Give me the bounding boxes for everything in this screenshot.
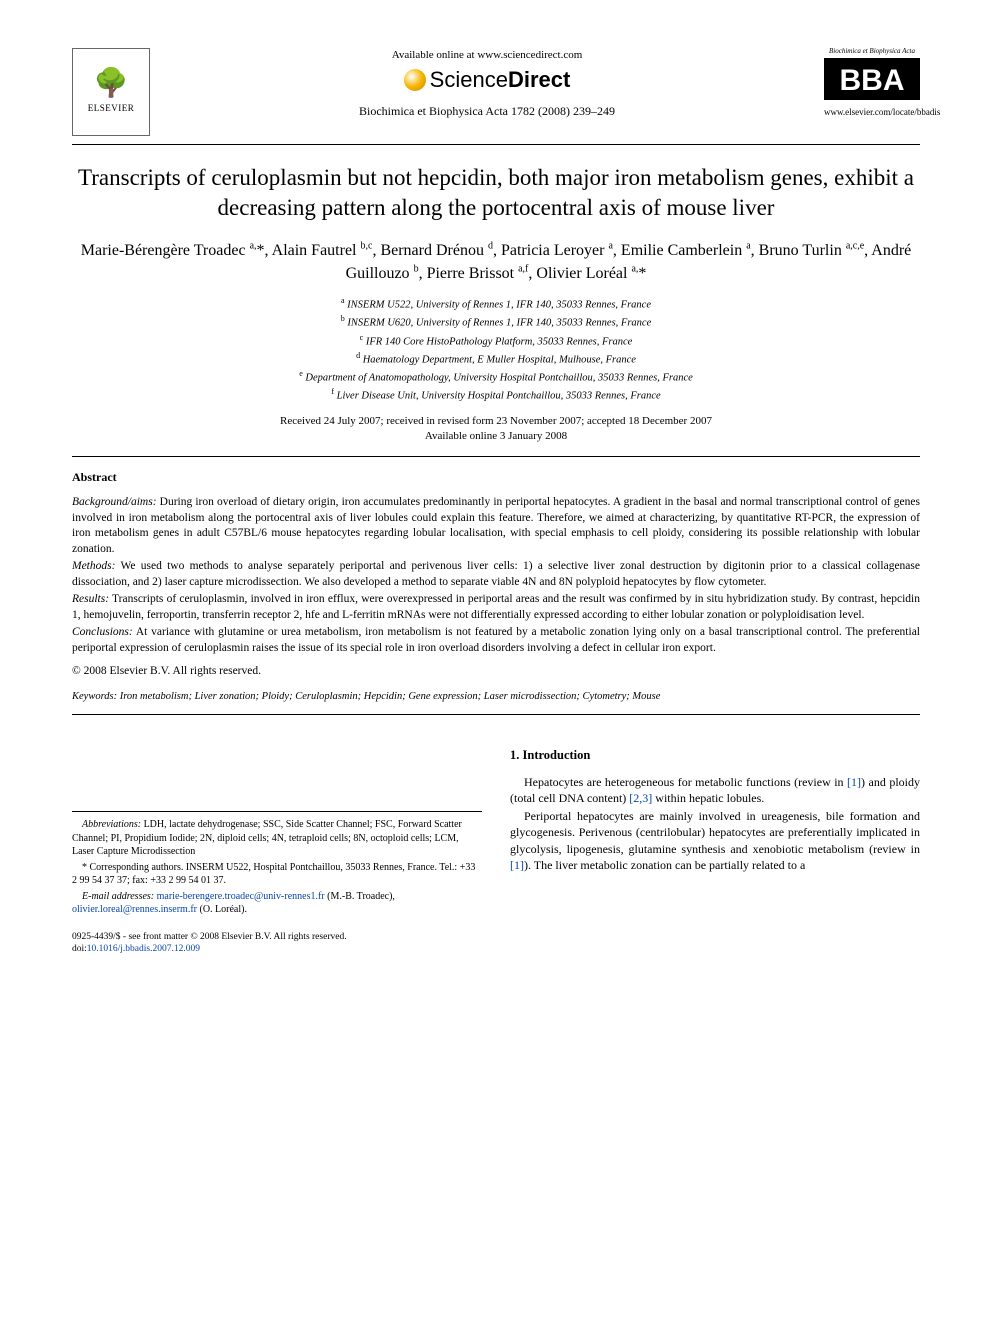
affiliation-item: e Department of Anatomopathology, Univer… <box>72 368 920 386</box>
affiliation-item: a INSERM U522, University of Rennes 1, I… <box>72 295 920 313</box>
bba-fullname: Biochimica et Biophysica Acta <box>824 48 920 56</box>
affiliation-item: b INSERM U620, University of Rennes 1, I… <box>72 313 920 331</box>
sciencedirect-wordmark: ScienceDirect <box>430 65 571 95</box>
footnotes-block: Abbreviations: LDH, lactate dehydrogenas… <box>72 811 482 917</box>
dates-line-1: Received 24 July 2007; received in revis… <box>72 414 920 429</box>
abstract-copyright: © 2008 Elsevier B.V. All rights reserved… <box>72 664 920 680</box>
author-list: Marie-Bérengère Troadec a,*, Alain Fautr… <box>72 239 920 285</box>
bba-url: www.elsevier.com/locate/bbadis <box>824 106 920 118</box>
abstract-top-rule <box>72 456 920 457</box>
keywords-line: Keywords: Iron metabolism; Liver zonatio… <box>72 690 920 704</box>
bba-logo: Biochimica et Biophysica Acta BBA www.el… <box>824 48 920 118</box>
center-header: Available online at www.sciencedirect.co… <box>150 48 824 119</box>
email-footnote: E-mail addresses: marie-berengere.troade… <box>72 890 482 917</box>
journal-header: 🌳 ELSEVIER Available online at www.scien… <box>72 48 920 136</box>
introduction-heading: 1. Introduction <box>510 747 920 764</box>
abstract-section: Background/aims: During iron overload of… <box>72 495 920 557</box>
email-owner-2: (O. Loréal). <box>200 904 247 915</box>
affiliation-list: a INSERM U522, University of Rennes 1, I… <box>72 295 920 404</box>
abbreviations-footnote: Abbreviations: LDH, lactate dehydrogenas… <box>72 818 482 859</box>
doi-label: doi: <box>72 944 87 954</box>
elsevier-logo: 🌳 ELSEVIER <box>72 48 150 136</box>
intro-paragraph-1: Hepatocytes are heterogeneous for metabo… <box>510 774 920 806</box>
corr-label: * Corresponding authors. <box>82 862 183 873</box>
abstract-heading: Abstract <box>72 469 920 485</box>
email-owner-1: (M.-B. Troadec), <box>327 891 395 902</box>
email-link-2[interactable]: olivier.loreal@rennes.inserm.fr <box>72 904 197 915</box>
article-dates: Received 24 July 2007; received in revis… <box>72 414 920 444</box>
issn-line: 0925-4439/$ - see front matter © 2008 El… <box>72 931 482 943</box>
bba-abbrev-box: BBA <box>824 58 920 100</box>
footer-meta: 0925-4439/$ - see front matter © 2008 El… <box>72 931 482 956</box>
keywords-label: Keywords: <box>72 691 117 702</box>
doi-line: doi:10.1016/j.bbadis.2007.12.009 <box>72 943 482 955</box>
affiliation-item: c IFR 140 Core HistoPathology Platform, … <box>72 332 920 350</box>
email-label: E-mail addresses: <box>82 891 154 902</box>
email-link-1[interactable]: marie-berengere.troadec@univ-rennes1.fr <box>157 891 325 902</box>
keywords-text: Iron metabolism; Liver zonation; Ploidy;… <box>120 691 661 702</box>
journal-citation: Biochimica et Biophysica Acta 1782 (2008… <box>162 103 812 119</box>
header-rule <box>72 144 920 145</box>
sciencedirect-logo: ScienceDirect <box>162 65 812 95</box>
corresponding-author-footnote: * Corresponding authors. INSERM U522, Ho… <box>72 861 482 888</box>
sciencedirect-ball-icon <box>404 69 426 91</box>
abstract-section: Results: Transcripts of ceruloplasmin, i… <box>72 592 920 623</box>
elsevier-name: ELSEVIER <box>88 102 135 114</box>
abstract-section: Methods: We used two methods to analyse … <box>72 559 920 590</box>
doi-link[interactable]: 10.1016/j.bbadis.2007.12.009 <box>87 944 200 954</box>
intro-paragraph-2: Periportal hepatocytes are mainly involv… <box>510 808 920 873</box>
available-online-text: Available online at www.sciencedirect.co… <box>162 48 812 63</box>
elsevier-tree-icon: 🌳 <box>94 70 129 98</box>
right-column: 1. Introduction Hepatocytes are heteroge… <box>510 747 920 955</box>
abstract-body: Background/aims: During iron overload of… <box>72 495 920 656</box>
affiliation-item: d Haematology Department, E Muller Hospi… <box>72 350 920 368</box>
abstract-bottom-rule <box>72 714 920 715</box>
abbrev-label: Abbreviations: <box>82 819 141 830</box>
dates-line-2: Available online 3 January 2008 <box>72 429 920 444</box>
left-column: Abbreviations: LDH, lactate dehydrogenas… <box>72 747 482 955</box>
body-columns: Abbreviations: LDH, lactate dehydrogenas… <box>72 747 920 955</box>
citation-link-1[interactable]: [1] <box>847 775 861 789</box>
abstract-section: Conclusions: At variance with glutamine … <box>72 625 920 656</box>
article-title: Transcripts of ceruloplasmin but not hep… <box>72 163 920 223</box>
citation-link-2-3[interactable]: [2,3] <box>629 791 652 805</box>
affiliation-item: f Liver Disease Unit, University Hospita… <box>72 386 920 404</box>
citation-link-1b[interactable]: [1] <box>510 858 524 872</box>
